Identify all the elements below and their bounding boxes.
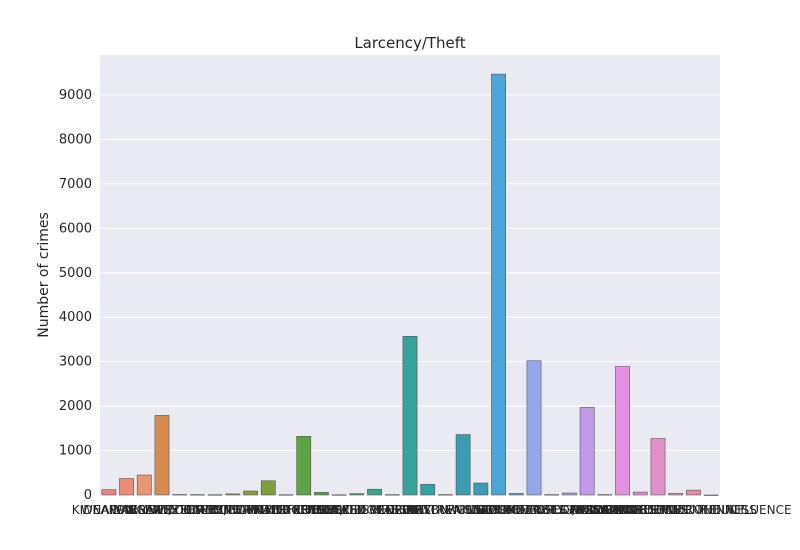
x-tick-label: DRUG/NARCOTIC <box>536 503 638 517</box>
bar-11 <box>296 436 312 496</box>
bar-6 <box>207 494 223 496</box>
bar-32 <box>668 493 684 496</box>
x-tick-label: SEX OFFENSES NON FORCIBLE <box>478 503 661 517</box>
y-tick-label: 3000 <box>59 355 92 370</box>
x-tick-label: VEHICLE THEFT <box>594 503 687 517</box>
x-tick-label: GAMBLING <box>183 503 248 517</box>
x-tick-label: BURGLARY <box>431 503 496 517</box>
bar-33 <box>686 489 701 496</box>
x-tick-label: ARSON <box>406 503 449 517</box>
bar-17 <box>402 336 418 496</box>
bar-4 <box>172 494 188 496</box>
bar-15 <box>367 488 382 496</box>
bar-28 <box>597 494 613 496</box>
bar-19 <box>438 494 453 496</box>
x-tick-label: TRESPASS <box>627 503 689 517</box>
chart-title: Larcency/Theft <box>354 34 465 52</box>
bar-20 <box>455 434 471 496</box>
x-tick-label: FRAUD <box>248 503 289 517</box>
y-tick-label: 8000 <box>59 132 92 147</box>
x-tick-label: KIDNAPPING <box>72 503 146 517</box>
bar-16 <box>384 494 400 496</box>
y-tick-label: 9000 <box>59 88 92 103</box>
bar-21 <box>473 482 489 496</box>
x-tick-label: LOITERING <box>360 503 424 517</box>
x-tick-label: DRIVING UNDER THE INFLUENCE <box>595 503 791 517</box>
y-tick-label: 7000 <box>59 177 92 192</box>
x-tick-label: WARRANTS <box>110 503 178 517</box>
y-tick-label: 4000 <box>59 310 92 325</box>
bar-7 <box>225 493 241 496</box>
y-tick-label: 6000 <box>59 221 92 236</box>
x-tick-label: PORNOGRAPHY/OBSCENE MAT <box>248 503 431 517</box>
x-tick-label: DRUNKENNESS <box>665 503 757 517</box>
x-tick-label: SECONDARY CODES <box>474 503 594 517</box>
bar-26 <box>562 492 577 496</box>
x-tick-label: VANDALISM <box>446 503 516 517</box>
bar-0 <box>101 489 117 496</box>
bar-29 <box>615 366 630 496</box>
x-tick-label: ASSAULT <box>383 503 437 517</box>
y-tick-label: 2000 <box>59 399 92 414</box>
bar-5 <box>190 494 205 496</box>
x-tick-label: LARCENY/THEFT <box>113 503 211 517</box>
x-tick-label: DISORDERLY CONDUCT <box>606 503 747 517</box>
bar-8 <box>243 490 258 496</box>
y-axis-label: Number of crimes <box>36 212 52 338</box>
bar-22 <box>491 73 506 496</box>
x-tick-label: MISSING PERSON <box>571 503 675 517</box>
bar-2 <box>136 474 152 496</box>
bar-10 <box>278 494 294 496</box>
x-tick-label: RECOVERED VEHICLE <box>292 503 421 517</box>
x-tick-label: BRIBERY <box>207 503 258 517</box>
y-tick-labels: 0 1000 2000 3000 4000 5000 6000 7000 8000 9000 <box>59 88 92 503</box>
y-tick-label: 0 <box>84 488 92 503</box>
bar-23 <box>508 493 524 496</box>
bar-14 <box>349 493 365 496</box>
x-tick-label: RUNAWAY <box>575 503 635 517</box>
x-tick-label: WEAPON LAWS <box>81 503 172 517</box>
y-tick-label: 5000 <box>59 266 92 281</box>
x-tick-label: SEX OFFENSES FORCIBLE <box>476 503 628 517</box>
bar-13 <box>331 494 347 496</box>
x-tick-label: STOLEN PROPERTY <box>318 503 432 517</box>
x-tick-label: OTHER OFFENSES <box>250 503 358 517</box>
bar-1 <box>119 478 134 496</box>
x-tick-label: SUSPICIOUS OCC <box>465 503 568 517</box>
bar-27 <box>579 407 595 496</box>
bar-30 <box>632 491 648 496</box>
bar-24 <box>526 360 542 496</box>
bar-18 <box>420 484 436 496</box>
bar-3 <box>154 415 170 496</box>
x-tick-label: ROBBERY <box>293 503 350 517</box>
x-tick-label: TREA <box>429 503 462 517</box>
x-tick-label: FORGERY/COUNTERFEITING <box>167 503 334 517</box>
bar-9 <box>260 480 276 496</box>
bar-12 <box>314 492 329 496</box>
x-tick-label: NON-CRIMINAL <box>454 503 544 517</box>
x-tick-label: EXTORTION <box>163 503 232 517</box>
bar-25 <box>544 494 560 496</box>
y-tick-label: 1000 <box>59 444 92 459</box>
bar-34 <box>703 494 719 496</box>
bar-31 <box>650 438 666 496</box>
x-tick-label: FAMILY OFFENSES <box>233 503 340 517</box>
bars <box>101 73 719 496</box>
x-tick-label: EMBEZZLEMENT <box>130 503 229 517</box>
